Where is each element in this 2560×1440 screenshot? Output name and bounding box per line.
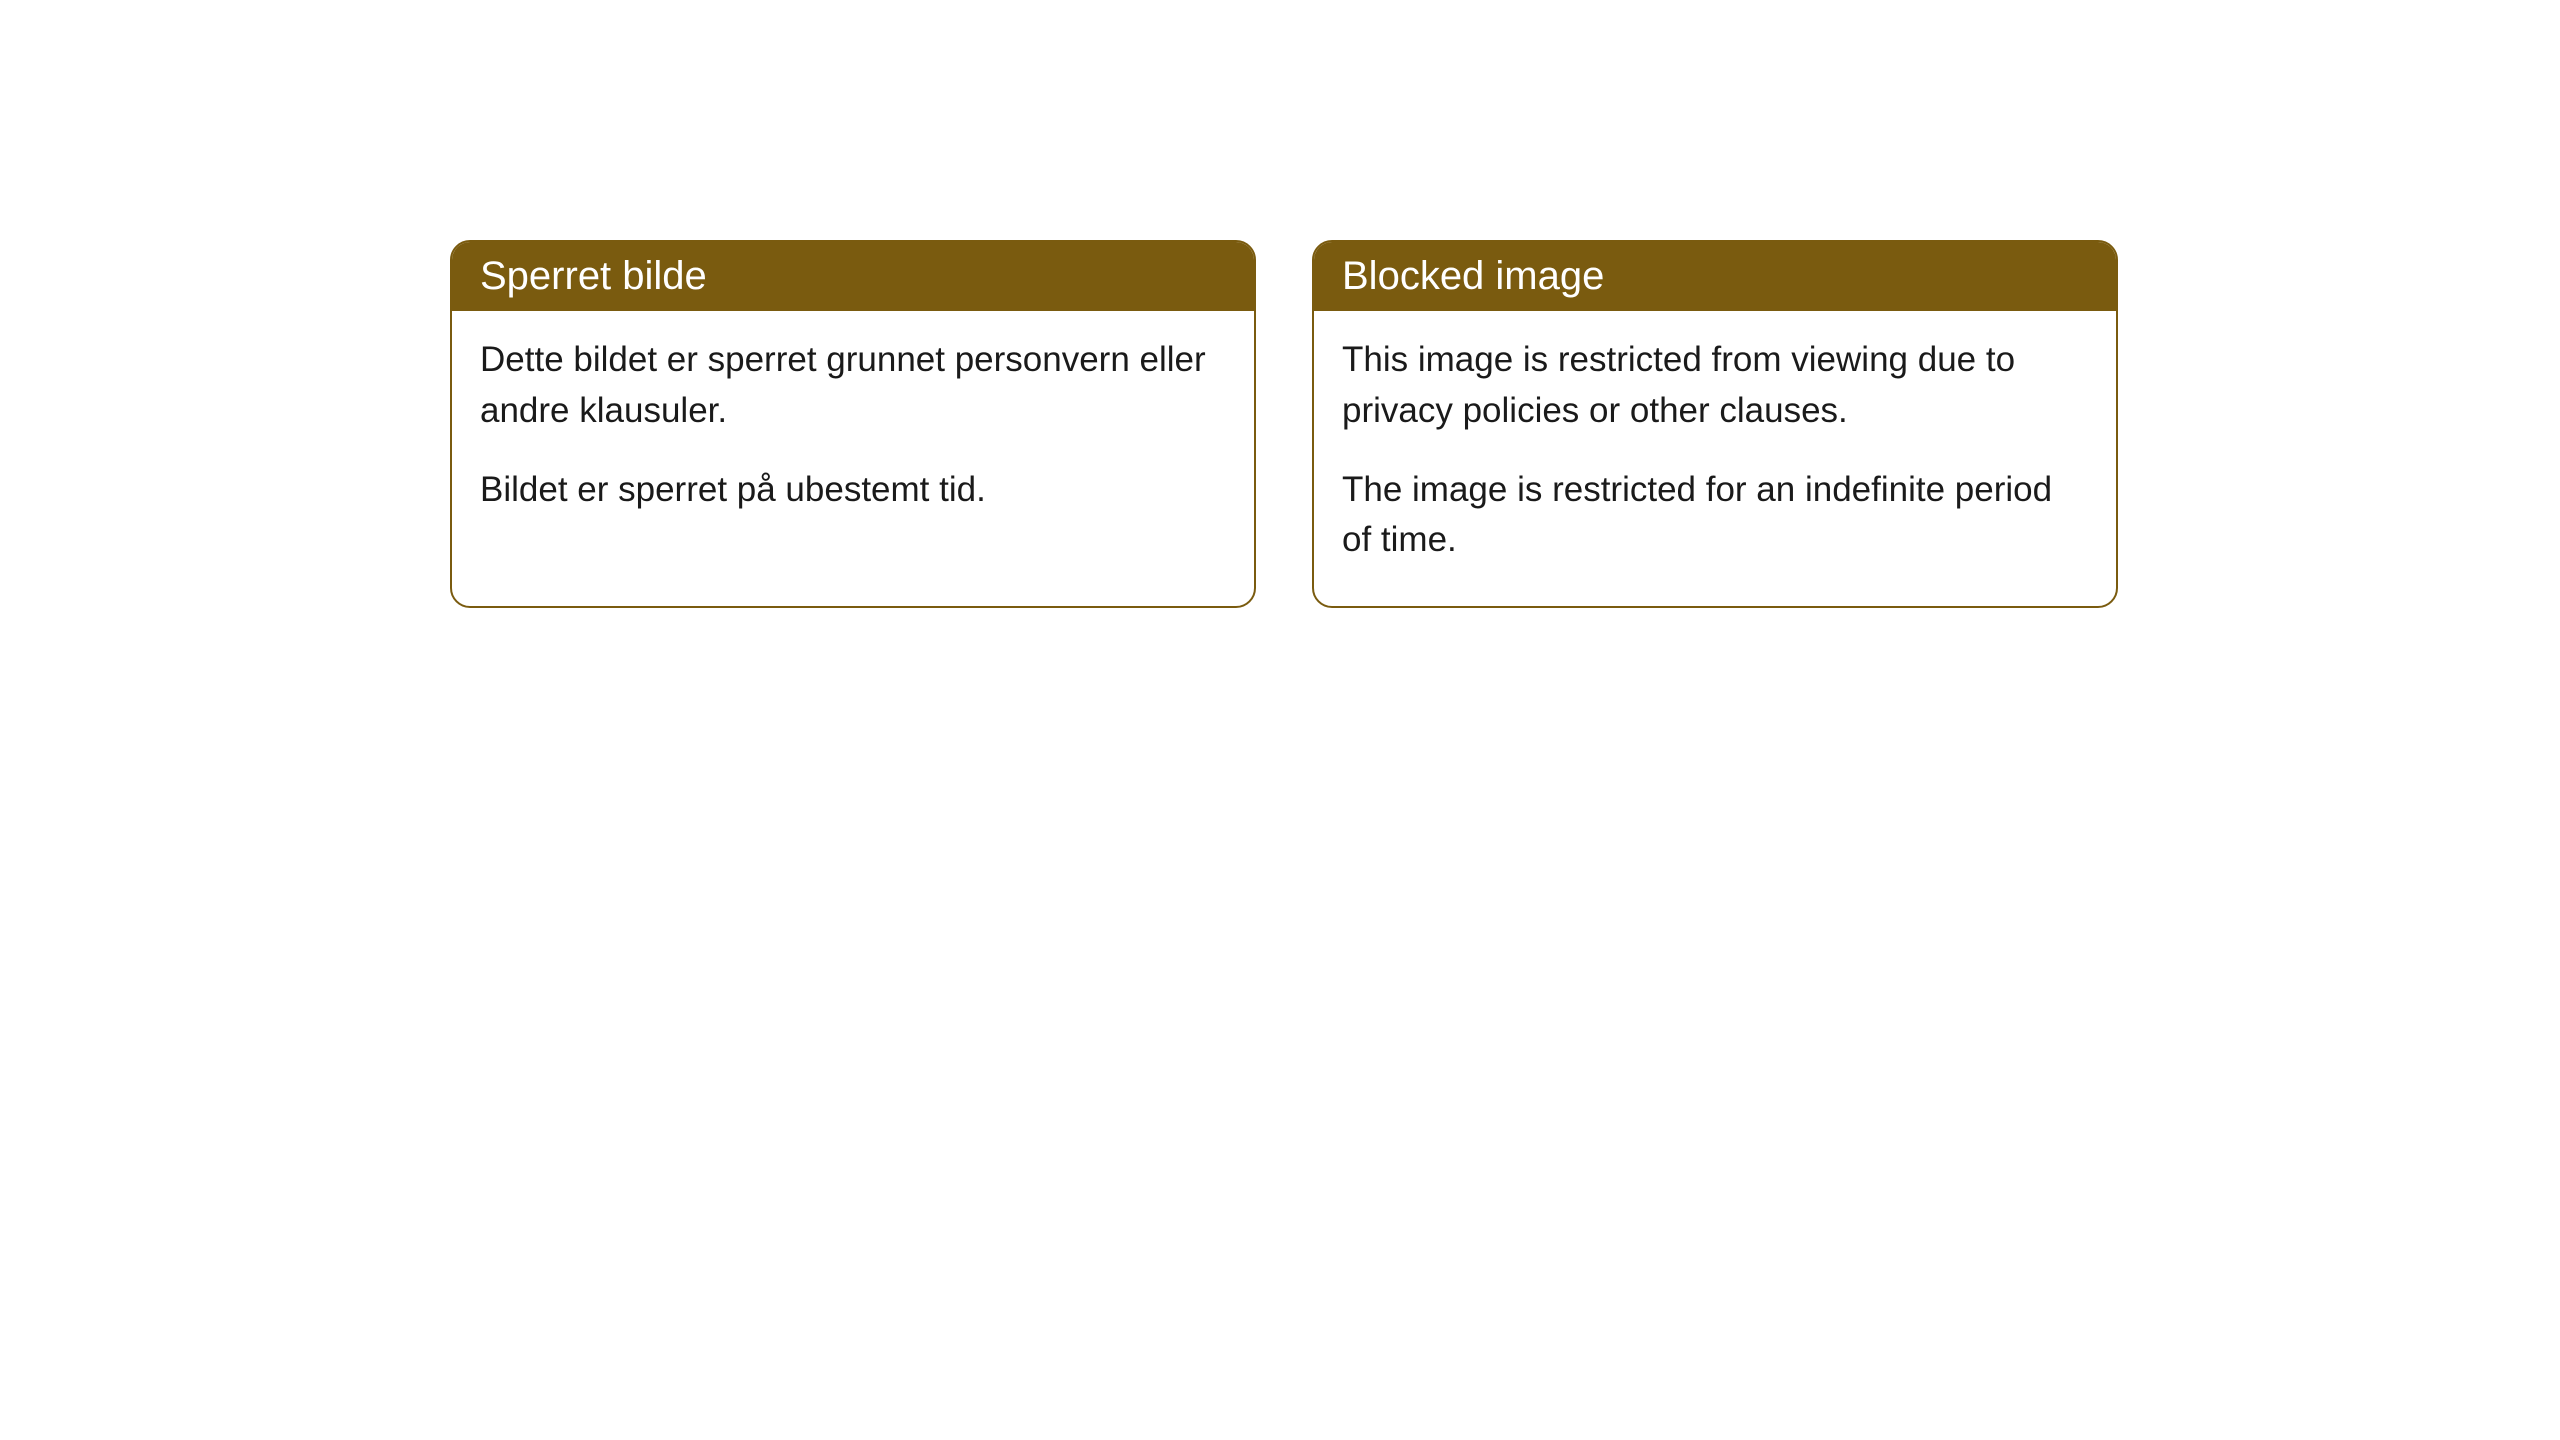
card-title: Blocked image — [1342, 254, 1604, 298]
card-header-english: Blocked image — [1314, 242, 2116, 311]
card-body-norwegian: Dette bildet er sperret grunnet personve… — [452, 311, 1254, 555]
cards-container: Sperret bilde Dette bildet er sperret gr… — [0, 0, 2560, 608]
card-header-norwegian: Sperret bilde — [452, 242, 1254, 311]
card-paragraph: This image is restricted from viewing du… — [1342, 335, 2088, 437]
card-paragraph: Dette bildet er sperret grunnet personve… — [480, 335, 1226, 437]
card-title: Sperret bilde — [480, 254, 707, 298]
card-english: Blocked image This image is restricted f… — [1312, 240, 2118, 608]
card-norwegian: Sperret bilde Dette bildet er sperret gr… — [450, 240, 1256, 608]
card-paragraph: The image is restricted for an indefinit… — [1342, 465, 2088, 567]
card-body-english: This image is restricted from viewing du… — [1314, 311, 2116, 606]
card-paragraph: Bildet er sperret på ubestemt tid. — [480, 465, 1226, 516]
